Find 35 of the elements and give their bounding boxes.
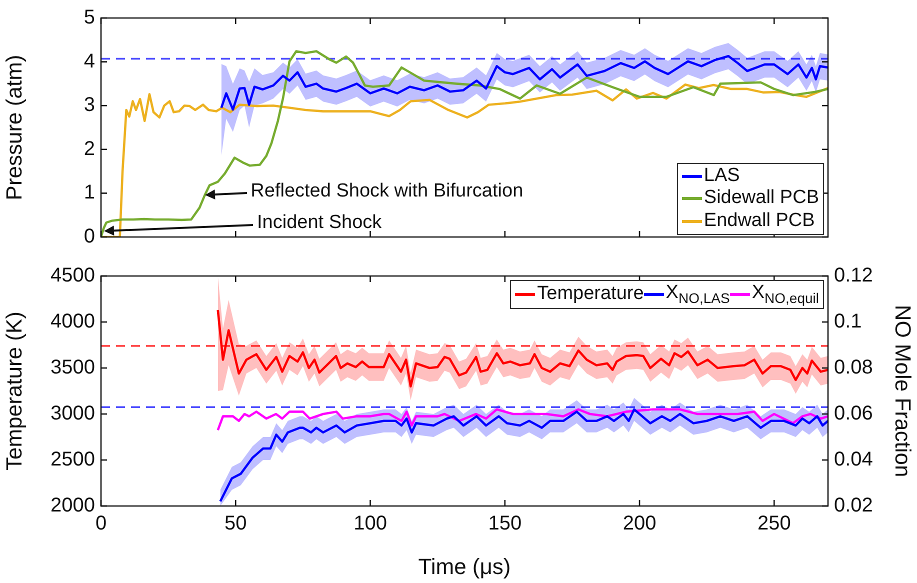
x-tick-label: 250 — [757, 512, 791, 535]
y-tick-label: 3000 — [50, 402, 95, 425]
y-tick-label: 2500 — [50, 448, 95, 471]
y-tick-label: 5 — [84, 6, 95, 29]
y-tick-label: 0 — [84, 226, 95, 248]
y2-tick-label: 0.1 — [834, 310, 862, 333]
x-tick-label: 200 — [622, 512, 656, 535]
y-tick-label: 2 — [84, 138, 95, 160]
x-tick-label: 50 — [224, 512, 247, 535]
y2-tick-label: 0.06 — [834, 402, 873, 425]
annotation: Incident Shock — [257, 212, 382, 234]
y-tick-label: 3500 — [50, 356, 95, 379]
y-tick-label: 3 — [84, 94, 95, 116]
y-tick-label: 4500 — [50, 264, 95, 287]
legend-label: Temperature — [537, 282, 644, 306]
y-tick-label: 1 — [84, 182, 95, 204]
legend-label: X$_{NO,LAS}$ — [666, 282, 730, 307]
x-axis-title: Time (μs) — [418, 554, 511, 579]
y2-tick-label: 0.08 — [834, 356, 873, 379]
x-tick-label: 100 — [354, 512, 387, 535]
y2-tick-label: 0.04 — [834, 448, 873, 471]
y-tick-label: 4000 — [50, 310, 95, 333]
legend-label: X$_{NO,equil}$ — [752, 282, 819, 307]
y-axis-title: Pressure (atm) — [1, 54, 26, 200]
y-axis-title: Temperature (K) — [1, 312, 26, 470]
annotation: Reflected Shock with Bifurcation — [250, 180, 524, 202]
x-tick-label: 150 — [488, 512, 522, 535]
legend-label: LAS — [704, 164, 740, 188]
y2-tick-label: 0.02 — [834, 494, 873, 517]
y2-tick-label: 0.12 — [834, 264, 873, 287]
legend-label: Endwall PCB — [704, 210, 815, 233]
legend-label: Sidewall PCB — [704, 187, 819, 210]
y-tick-label: 4 — [84, 50, 95, 72]
y-tick-label: 2000 — [50, 494, 95, 517]
y2-axis-title: NO Mole Fraction — [890, 304, 916, 478]
